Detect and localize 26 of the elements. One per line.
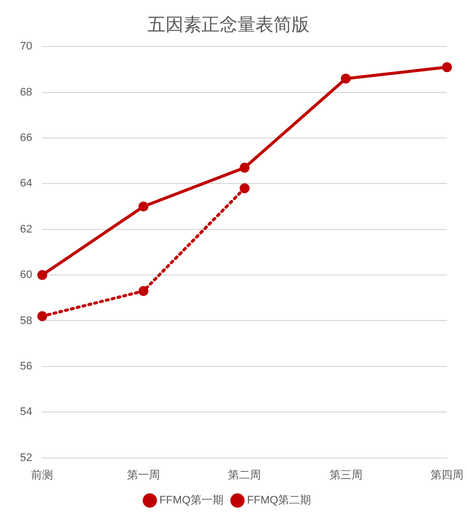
legend-label: FFMQ第一期 — [159, 494, 224, 507]
y-tick-label: 58 — [20, 314, 32, 327]
y-tick-label: 56 — [20, 360, 32, 372]
point — [138, 202, 148, 212]
y-tick-label: 70 — [20, 40, 32, 53]
point — [138, 286, 148, 296]
y-tick-label: 52 — [20, 452, 32, 464]
point — [240, 162, 250, 173]
point — [240, 183, 250, 194]
x-tick-label: 第一周 — [126, 469, 160, 482]
y-tick-label: 64 — [20, 178, 32, 190]
x-tick-label: 第二周 — [228, 469, 262, 482]
point — [37, 270, 48, 280]
point — [37, 311, 48, 322]
y-tick-label: 66 — [20, 132, 32, 144]
y-tick-label: 54 — [20, 406, 32, 418]
point — [340, 74, 351, 84]
y-tick-label: 68 — [20, 86, 32, 98]
x-tick-label: 第三周 — [329, 469, 362, 482]
x-tick-label: 第四周 — [430, 469, 464, 482]
x-tick-label: 前测 — [31, 469, 54, 482]
point — [442, 62, 452, 72]
y-tick-label: 62 — [20, 223, 32, 236]
legend-label: FFMQ第二期 — [247, 494, 312, 507]
chart-title: 五因素正念量表简版 — [148, 14, 310, 36]
y-tick-label: 60 — [20, 269, 32, 282]
